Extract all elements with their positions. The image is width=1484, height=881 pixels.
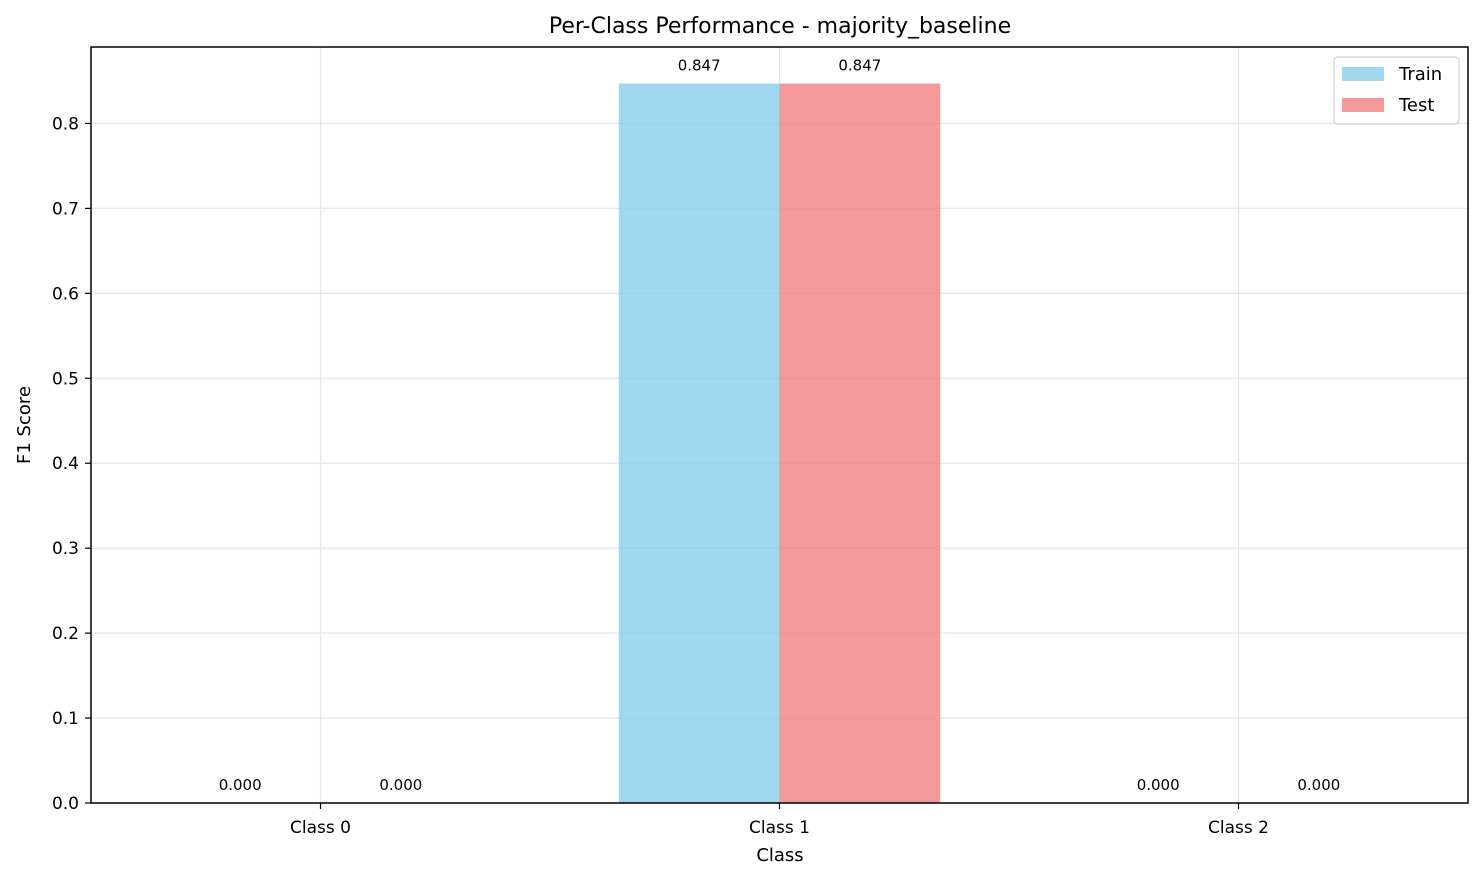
y-axis-label: F1 Score [14,386,35,464]
legend-swatch-test [1342,98,1384,112]
bar-label-test: 0.000 [379,776,422,794]
legend: Train Test [1333,56,1460,125]
legend-label-test: Test [1398,95,1434,116]
y-tick-label: 0.8 [52,114,79,134]
bar-label-train: 0.000 [1137,776,1180,794]
y-tick-label: 0.7 [52,199,79,219]
bar-label-train: 0.000 [219,776,262,794]
bar-label-test: 0.847 [838,57,881,75]
x-tick-label: Class 2 [1208,818,1269,838]
bars [618,83,941,804]
y-tick-label: 0.5 [52,369,79,389]
bar-label-test: 0.000 [1297,776,1340,794]
x-axis-label: Class [756,845,803,866]
chart-title: Per-Class Performance - majority_baselin… [549,14,1011,39]
x-tick-label: Class 0 [290,818,351,838]
bar-test [779,83,941,804]
bar-label-train: 0.847 [678,57,721,75]
y-tick-label: 0.0 [52,794,79,814]
bar-value-labels: 0.000 0.847 0.000 0.000 0.847 0.000 [219,57,1341,794]
y-tick-label: 0.1 [52,709,79,729]
y-axis-ticks: 0.0 0.1 0.2 0.3 0.4 0.5 0.6 0.7 0.8 [52,114,91,814]
y-tick-label: 0.3 [52,539,79,559]
x-axis-ticks: Class 0 Class 1 Class 2 [290,803,1269,838]
y-tick-label: 0.4 [52,454,79,474]
bar-train [618,83,780,804]
x-tick-label: Class 1 [749,818,810,838]
y-tick-label: 0.2 [52,624,79,644]
legend-swatch-train [1342,67,1384,81]
legend-label-train: Train [1398,64,1442,85]
y-tick-label: 0.6 [52,284,79,304]
